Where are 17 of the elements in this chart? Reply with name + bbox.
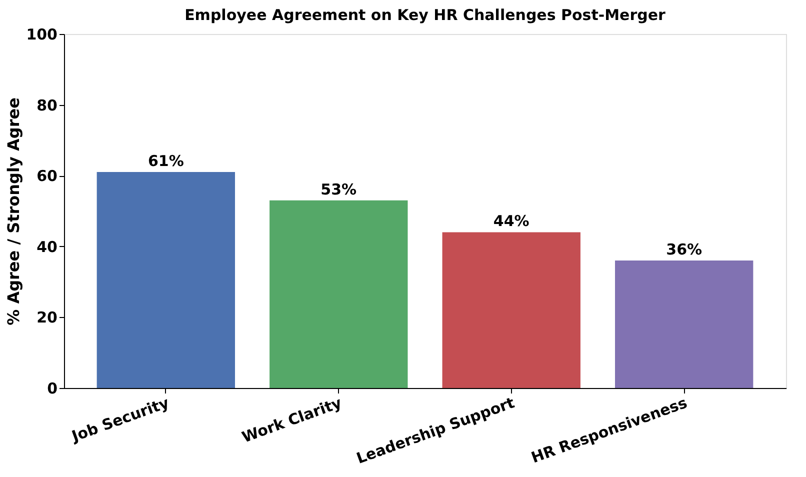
y-tick-label: 20: [36, 308, 58, 327]
x-tick-label: Work Clarity: [240, 394, 344, 446]
bar: [615, 260, 754, 388]
data-label: 44%: [493, 212, 530, 230]
bar: [442, 232, 580, 388]
y-axis-title: % Agree / Strongly Agree: [4, 97, 24, 326]
y-tick-label: 40: [36, 238, 58, 256]
bar: [270, 200, 408, 388]
bar: [96, 172, 235, 388]
data-label: 61%: [148, 152, 184, 170]
data-label: 53%: [320, 180, 357, 198]
data-label: 36%: [666, 240, 702, 259]
chart-title: Employee Agreement on Key HR Challenges Post-Merger: [184, 6, 666, 24]
y-tick-label: 100: [26, 26, 58, 44]
y-tick-label: 80: [36, 96, 58, 114]
y-tick-label: 0: [47, 380, 58, 398]
y-tick-label: 60: [36, 167, 58, 186]
